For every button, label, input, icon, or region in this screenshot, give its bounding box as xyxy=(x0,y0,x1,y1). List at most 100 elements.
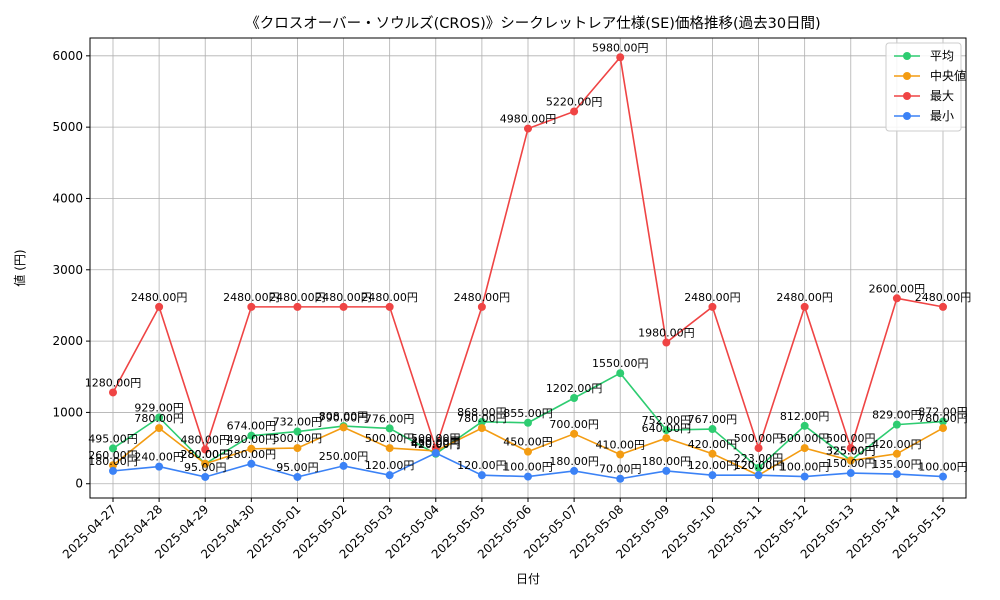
data-point xyxy=(570,107,579,116)
data-label: 855.00円 xyxy=(503,407,553,420)
legend-box xyxy=(885,42,962,132)
data-label: 732.00円 xyxy=(273,416,323,429)
data-point xyxy=(477,471,486,480)
data-label: 240.00円 xyxy=(134,451,184,464)
data-point xyxy=(939,424,947,433)
data-label: 2480.00円 xyxy=(684,291,741,304)
data-point xyxy=(247,431,256,440)
data-label: 2480.00円 xyxy=(361,291,418,304)
data-label: 490.00円 xyxy=(227,433,277,446)
data-label: 929.00円 xyxy=(134,401,184,414)
data-point xyxy=(247,302,256,311)
data-point xyxy=(524,124,532,133)
data-point xyxy=(939,417,947,426)
legend-label: 中央値 xyxy=(930,68,966,83)
data-point xyxy=(570,394,579,403)
data-point xyxy=(201,445,210,454)
data-point xyxy=(754,471,763,480)
data-point xyxy=(708,449,717,458)
data-label: 280.00円 xyxy=(180,448,230,461)
data-label: 120.00円 xyxy=(457,459,507,472)
data-point xyxy=(524,418,532,427)
data-label: 872.00円 xyxy=(918,406,968,419)
data-point xyxy=(616,450,625,459)
data-point xyxy=(109,388,117,397)
data-label: 420.00円 xyxy=(411,438,461,451)
data-label: 780.00円 xyxy=(457,412,507,425)
data-label: 2600.00円 xyxy=(869,282,926,295)
data-point xyxy=(892,294,901,303)
data-label: 223.00円 xyxy=(734,452,784,465)
data-label: 829.00円 xyxy=(872,409,922,422)
data-label: 420.00円 xyxy=(872,438,922,451)
data-point xyxy=(754,444,763,453)
legend-item: 最大 xyxy=(894,89,954,103)
y-tick-label: 6000 xyxy=(52,49,83,63)
data-point xyxy=(662,426,671,435)
data-label: 495.00円 xyxy=(88,432,138,445)
data-label: 460.00円 xyxy=(411,435,461,448)
legend-item: 中央値 xyxy=(894,68,966,83)
y-tick-label: 3000 xyxy=(52,263,83,277)
data-point xyxy=(662,434,671,443)
data-point xyxy=(293,472,302,481)
data-label: 180.00円 xyxy=(88,455,138,468)
y-tick-label: 0 xyxy=(75,477,83,491)
chart-title: 《クロスオーバー・ソウルズ(CROS)》シークレットレア仕様(SE)価格推移(過… xyxy=(245,15,820,32)
x-axis-label: 日付 xyxy=(516,572,540,586)
data-point xyxy=(385,444,394,453)
data-label: 180.00円 xyxy=(549,455,599,468)
data-point xyxy=(155,424,164,433)
data-label: 430.00円 xyxy=(411,437,461,450)
data-label: 120.00円 xyxy=(734,459,784,472)
data-label: 120.00円 xyxy=(365,459,415,472)
data-point xyxy=(754,463,763,472)
data-label: 2480.00円 xyxy=(454,291,511,304)
data-label: 480.00円 xyxy=(180,434,230,447)
data-point xyxy=(616,53,625,62)
data-label: 674.00円 xyxy=(227,420,277,433)
data-label: 260.00円 xyxy=(88,449,138,462)
data-point xyxy=(846,456,855,465)
y-tick-label: 5000 xyxy=(52,120,83,134)
series-3 xyxy=(109,53,947,454)
data-point xyxy=(293,302,302,311)
legend-item: 平均 xyxy=(894,49,954,63)
legend-marker xyxy=(903,52,911,60)
data-point xyxy=(293,444,302,453)
data-label: 812.00円 xyxy=(780,410,830,423)
data-labels: 495.00円 929.00円 280.00円 674.00円732.00円808.0… xyxy=(85,41,972,475)
data-label: 2480.00円 xyxy=(315,291,372,304)
data-point xyxy=(385,471,394,480)
data-label: 95.00円 xyxy=(184,461,227,474)
y-tick-label: 4000 xyxy=(52,191,83,205)
data-label: 780.00円 xyxy=(918,412,968,425)
data-point xyxy=(155,302,164,311)
data-point xyxy=(939,302,947,311)
legend-label: 平均 xyxy=(930,49,954,63)
data-label: 5980.00円 xyxy=(592,41,649,54)
data-point xyxy=(800,421,809,430)
y-tick-label: 2000 xyxy=(52,334,83,348)
data-point xyxy=(339,423,348,432)
data-point xyxy=(662,338,671,347)
data-point xyxy=(109,466,117,475)
data-point xyxy=(385,424,394,433)
data-point xyxy=(662,466,671,475)
data-point xyxy=(477,302,486,311)
data-label: 410.00円 xyxy=(595,438,645,451)
data-label: 325.00円 xyxy=(826,445,876,458)
data-label: 1980.00円 xyxy=(638,327,695,340)
data-point xyxy=(201,472,210,481)
data-label: 450.00円 xyxy=(503,436,553,449)
data-point xyxy=(616,369,625,378)
data-label: 780.00円 xyxy=(134,412,184,425)
data-point xyxy=(708,471,717,480)
data-label: 776.00円 xyxy=(365,412,415,425)
data-point xyxy=(477,417,486,426)
data-point xyxy=(155,413,164,422)
data-label: 500.00円 xyxy=(273,432,323,445)
data-label: 100.00円 xyxy=(780,461,830,474)
data-label: 1202.00円 xyxy=(546,382,603,395)
